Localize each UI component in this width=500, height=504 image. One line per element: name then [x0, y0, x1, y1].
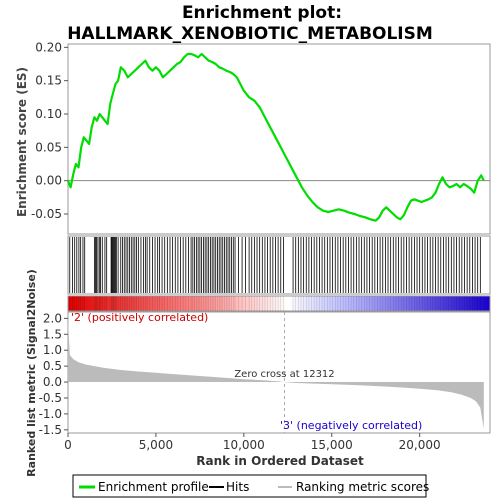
ranked-metric-area	[68, 318, 484, 429]
es-y-tick-label: 0.05	[35, 140, 62, 154]
x-axis-label: Rank in Ordered Dataset	[196, 454, 364, 468]
x-tick-label: 15,000	[311, 438, 353, 452]
ranked-y-tick-label: 1.0	[43, 343, 62, 357]
es-y-axis-label: Enrichment score (ES)	[15, 67, 29, 217]
legend-label-enrichment: Enrichment profile	[98, 480, 209, 494]
es-y-tick-label: 0.15	[35, 74, 62, 88]
x-tick-label: 5,000	[139, 438, 173, 452]
hits-panel	[67, 235, 491, 312]
chart-title-line1: Enrichment plot:	[182, 3, 342, 23]
ranked-plot-area	[67, 311, 491, 434]
negative-correlation-label: '3' (negatively correlated)	[280, 419, 422, 432]
es-panel: 0.20 0.15 0.10 0.05 0.00 -0.05	[31, 40, 491, 235]
ranked-y-tick-label: 2.0	[43, 311, 62, 325]
legend-label-hits: Hits	[226, 480, 249, 494]
ranked-y-tick-label: 1.5	[43, 327, 62, 341]
zero-cross-label: Zero cross at 12312	[234, 369, 334, 380]
ranked-y-tick-label: 0.0	[43, 375, 62, 389]
enrichment-profile-line	[66, 52, 485, 222]
ranked-y-tick-label: -0.5	[39, 391, 62, 405]
es-y-tick-label: -0.05	[31, 207, 62, 221]
x-tick-label: 0	[64, 438, 72, 452]
legend-label-ranking: Ranking metric scores	[296, 480, 429, 494]
ranked-y-tick-label: -1.5	[39, 423, 62, 437]
rank-gradient-bar	[67, 295, 491, 312]
x-tick-label: 10,000	[223, 438, 265, 452]
es-y-tick-label: 0.00	[35, 174, 62, 188]
ranked-y-tick-label: 0.5	[43, 359, 62, 373]
chart-title-line2: HALLMARK_XENOBIOTIC_METABOLISM	[67, 24, 433, 44]
es-y-tick-label: 0.10	[35, 107, 62, 121]
positive-correlation-label: '2' (positively correlated)	[71, 311, 208, 324]
x-tick-label: 20,000	[399, 438, 441, 452]
legend: Enrichment profile Hits Ranking metric s…	[72, 474, 429, 498]
es-y-tick-label: 0.20	[35, 40, 62, 54]
ranked-metric-panel: 2.0 1.5 1.0 0.5 0.0 -0.5 -1.0 -1.5 Zero cross at…	[39, 311, 491, 452]
ranked-y-axis-label: Ranked list metric (Signal2Noise)	[25, 269, 38, 477]
ranked-y-tick-label: -1.0	[39, 407, 62, 421]
